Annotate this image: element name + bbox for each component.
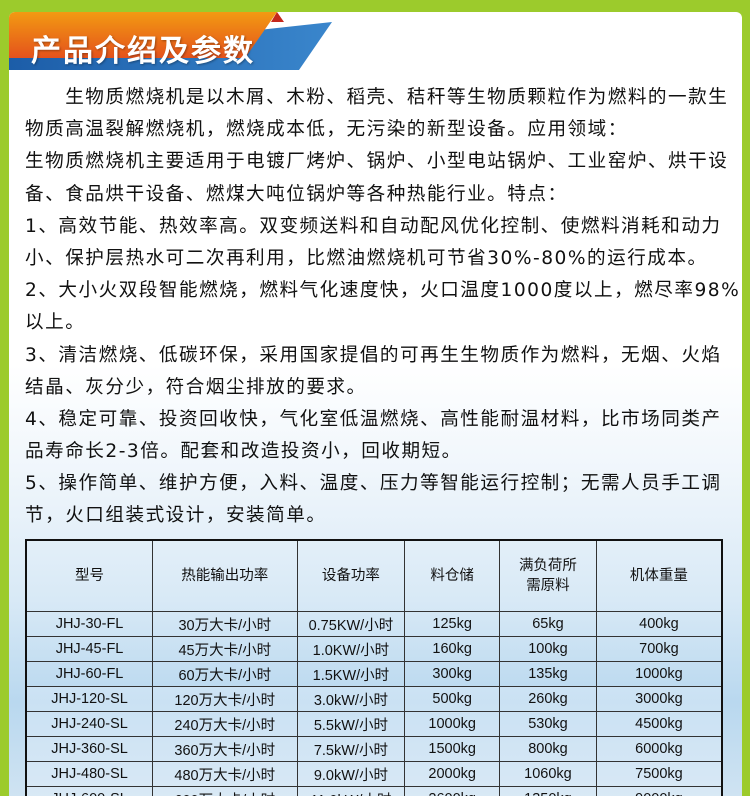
- table-cell: 7500kg: [595, 761, 723, 787]
- column-header: 热能输出功率: [152, 539, 298, 612]
- text-line: 结晶、灰分少，符合烟尘排放的要求。: [25, 376, 367, 398]
- table-cell: 1.0KW/小时: [296, 636, 406, 662]
- table-cell: 300kg: [404, 661, 501, 687]
- table-cell: JHJ-600-SL: [25, 786, 154, 796]
- table-cell: 125kg: [404, 611, 501, 637]
- table-cell: JHJ-480-SL: [25, 761, 154, 787]
- table-cell: 600万大卡/小时: [152, 786, 298, 796]
- text-line: 1、高效节能、热效率高。双变频送料和自动配风优化控制、使燃料消耗和动力: [25, 215, 722, 237]
- table-cell: 45万大卡/小时: [152, 636, 298, 662]
- table-row: JHJ-45-FL 45万大卡/小时 1.0KW/小时 160kg 100kg 700kg: [25, 636, 723, 662]
- table-row: JHJ-120-SL 120万大卡/小时 3.0kW/小时 500kg 260kg 300…: [25, 686, 723, 712]
- table-cell: 2000kg: [404, 761, 501, 787]
- table-row: JHJ-600-SL600万大卡/小时11.0kW/小时2600kg1350kg…: [25, 786, 723, 796]
- table-row: JHJ-480-SL 480万大卡/小时 9.0kW/小时 2000kg 1060kg 7…: [25, 761, 723, 787]
- table-cell: 9000kg: [595, 786, 723, 796]
- text-line: 备、食品烘干设备、燃煤大吨位锅炉等各种热能行业。特点：: [25, 183, 568, 205]
- table-cell: 240万大卡/小时: [152, 711, 298, 737]
- table-row: JHJ-360-SL 360万大卡/小时 7.5kW/小时 1500kg 800kg 60…: [25, 736, 723, 762]
- text-line: 以上。: [25, 312, 86, 334]
- table-cell: 480万大卡/小时: [152, 761, 298, 787]
- text-line: 品寿命长2-3倍。配套和改造投资小，回收期短。: [25, 441, 462, 463]
- table-cell: 120万大卡/小时: [152, 686, 298, 712]
- table-cell: 800kg: [499, 736, 597, 762]
- table-cell: 500kg: [404, 686, 501, 712]
- text-line: 2、大小火双段智能燃烧，燃料气化速度快，火口温度1000度以上，燃尽率98%: [25, 280, 741, 302]
- table-cell: 9.0kW/小时: [296, 761, 406, 787]
- text-line: 3、清洁燃烧、低碳环保，采用国家提倡的可再生生物质作为燃料，无烟、火焰: [25, 344, 722, 366]
- table-cell: JHJ-360-SL: [25, 736, 154, 762]
- description: 生物质燃烧机是以木屑、木粉、稻壳、秸秆等生物质颗粒作为燃料的一款生 物质高温裂解…: [25, 82, 741, 533]
- table-cell: 4500kg: [595, 711, 723, 737]
- table-cell: 1.5KW/小时: [296, 661, 406, 687]
- text-line: 小、保护层热水可二次再利用，比燃油燃烧机可节省30%-80%的运行成本。: [25, 247, 708, 269]
- table-cell: 360万大卡/小时: [152, 736, 298, 762]
- table-cell: 135kg: [499, 661, 597, 687]
- table-cell: 3000kg: [595, 686, 723, 712]
- text-line: 生物质燃烧机主要适用于电镀厂烤炉、锅炉、小型电站锅炉、工业窑炉、烘干设: [25, 151, 729, 173]
- table-cell: 3.0kW/小时: [296, 686, 406, 712]
- table-cell: 30万大卡/小时: [152, 611, 298, 637]
- column-header: 型号: [25, 539, 154, 612]
- text-line: 5、操作简单、维护方便，入料、温度、压力等智能运行控制；无需人员手工调: [25, 473, 722, 495]
- table-row: JHJ-60-FL 60万大卡/小时 1.5KW/小时 300kg 135kg 1000k…: [25, 661, 723, 687]
- table-cell: 1350kg: [499, 786, 597, 796]
- text-line: 生物质燃烧机是以木屑、木粉、稻壳、秸秆等生物质颗粒作为燃料的一款生: [25, 87, 729, 108]
- page-title: 产品介绍及参数: [31, 34, 255, 69]
- table-row: JHJ-30-FL 30万大卡/小时 0.75KW/小时 125kg 65kg 400kg: [25, 611, 723, 637]
- text-line: 物质高温裂解燃烧机，燃烧成本低，无污染的新型设备。应用领域：: [25, 119, 628, 141]
- table-cell: 7.5kW/小时: [296, 736, 406, 762]
- table-cell: 100kg: [499, 636, 597, 662]
- table-cell: JHJ-60-FL: [25, 661, 154, 687]
- table-row: JHJ-240-SL 240万大卡/小时 5.5kW/小时 1000kg 530kg 45…: [25, 711, 723, 737]
- table-cell: 60万大卡/小时: [152, 661, 298, 687]
- table-cell: 6000kg: [595, 736, 723, 762]
- table-cell: 5.5kW/小时: [296, 711, 406, 737]
- table-cell: JHJ-45-FL: [25, 636, 154, 662]
- column-header: 满负荷所需原料: [499, 539, 597, 612]
- table-cell: 1000kg: [595, 661, 723, 687]
- column-header: 设备功率: [296, 539, 406, 612]
- column-header: 料仓储: [404, 539, 501, 612]
- table-cell: 160kg: [404, 636, 501, 662]
- table-cell: JHJ-240-SL: [25, 711, 154, 737]
- table-cell: 65kg: [499, 611, 597, 637]
- spec-table: 型号 热能输出功率 设备功率 料仓储 满负荷所需原料 机体重量 JHJ-30-FL 30万大…: [25, 539, 723, 796]
- table-cell: 2600kg: [404, 786, 501, 796]
- table-cell: 400kg: [595, 611, 723, 637]
- table-cell: 1000kg: [404, 711, 501, 737]
- table-header-row: 型号 热能输出功率 设备功率 料仓储 满负荷所需原料 机体重量: [25, 539, 723, 612]
- table-cell: 1500kg: [404, 736, 501, 762]
- table-cell: 1060kg: [499, 761, 597, 787]
- text-line: 4、稳定可靠、投资回收快，气化室低温燃烧、高性能耐温材料，比市场同类产: [25, 408, 722, 430]
- content-panel: 产品介绍及参数 生物质燃烧机是以木屑、木粉、稻壳、秸秆等生物质颗粒作为燃料的一款…: [9, 12, 742, 796]
- table-cell: JHJ-30-FL: [25, 611, 154, 637]
- table-cell: JHJ-120-SL: [25, 686, 154, 712]
- table-cell: 260kg: [499, 686, 597, 712]
- table-cell: 700kg: [595, 636, 723, 662]
- text-line: 节，火口组装式设计，安装简单。: [25, 505, 327, 527]
- title-banner: [9, 12, 332, 70]
- table-cell: 530kg: [499, 711, 597, 737]
- table-cell: 11.0kW/小时: [296, 786, 406, 796]
- table-cell: 0.75KW/小时: [296, 611, 406, 637]
- column-header: 机体重量: [595, 539, 723, 612]
